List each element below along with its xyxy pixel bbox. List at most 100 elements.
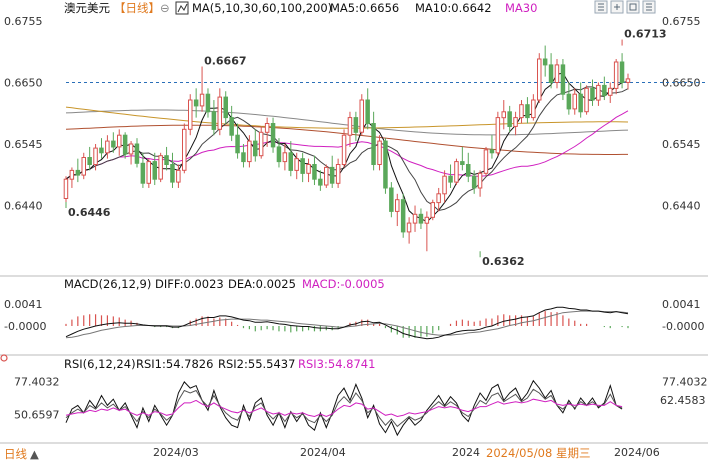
candle-body bbox=[87, 157, 92, 165]
candle-body bbox=[418, 213, 424, 224]
candle-body bbox=[134, 143, 140, 164]
toolbar bbox=[594, 0, 656, 14]
candle-body bbox=[105, 140, 110, 154]
candle-body bbox=[359, 99, 364, 133]
candle-body bbox=[483, 149, 489, 174]
candle-body bbox=[383, 140, 388, 189]
candle-body bbox=[371, 123, 376, 165]
candle-body bbox=[341, 134, 347, 165]
candle-body bbox=[99, 147, 104, 154]
candle-body bbox=[412, 213, 418, 224]
ma5-value: MA5:0.6656 bbox=[330, 1, 399, 15]
rsi2-value: RSI2:55.5437 bbox=[218, 357, 295, 371]
candle-body bbox=[223, 96, 228, 119]
rsi-last-value: 62.4583 bbox=[660, 394, 706, 407]
candle-body bbox=[241, 152, 246, 163]
macd-dea: DEA:0.0025 bbox=[228, 277, 296, 291]
candle-body bbox=[519, 104, 524, 119]
rsi-panel: 77.4032 50.6597 77.4032 62.4583 bbox=[14, 375, 708, 437]
macd-tick-left: -0.0000 bbox=[4, 320, 46, 333]
dea-line bbox=[65, 310, 629, 339]
footer-arrow-icon[interactable]: ▲ bbox=[30, 447, 39, 461]
candle-body bbox=[613, 61, 619, 89]
candle-body bbox=[318, 178, 323, 186]
rsi-line-rsi3 bbox=[65, 398, 623, 418]
candle-body bbox=[152, 161, 157, 180]
layout-icon-glyph bbox=[629, 3, 637, 11]
ma200-line bbox=[65, 109, 629, 136]
ma-params-label: MA(5,10,30,60,100,200) bbox=[192, 1, 332, 15]
rsi-line-rsi1 bbox=[65, 379, 623, 437]
macd-panel: 0.0041 0.0041 -0.0000 -0.0000 bbox=[4, 298, 704, 340]
candle-body bbox=[442, 175, 447, 195]
candle-body bbox=[395, 199, 400, 212]
ma10-line bbox=[65, 86, 629, 212]
candle-body bbox=[365, 99, 370, 124]
crosshair-date-box bbox=[484, 445, 612, 460]
candle-body bbox=[477, 172, 483, 189]
candle-body bbox=[377, 140, 382, 166]
settings-icon[interactable]: ⊖ bbox=[160, 1, 170, 15]
diff-line bbox=[65, 306, 629, 340]
footer-period[interactable]: 日线 bbox=[4, 447, 27, 461]
candle-body bbox=[312, 164, 317, 180]
menu-icon-glyph bbox=[646, 3, 652, 11]
indicator-icon[interactable] bbox=[175, 1, 189, 15]
layout-icon[interactable] bbox=[626, 0, 640, 14]
annotation-label: 0.6667 bbox=[204, 55, 246, 68]
candle-body bbox=[406, 222, 412, 233]
candle-body bbox=[69, 169, 75, 180]
macd-diff: DIFF:0.0023 bbox=[155, 277, 224, 291]
macd-tick-right: -0.0000 bbox=[662, 320, 704, 333]
candle-body bbox=[448, 175, 453, 183]
x-tick-label: 2024/04 bbox=[300, 446, 346, 459]
candle-body bbox=[400, 199, 406, 233]
candle-body bbox=[471, 175, 477, 189]
price-tick-left: 0.6755 bbox=[4, 15, 43, 28]
candle-body bbox=[128, 143, 134, 155]
candle-body bbox=[578, 93, 583, 113]
candle-body bbox=[205, 93, 211, 113]
macd-tick-left: 0.0041 bbox=[4, 298, 43, 311]
candle-body bbox=[537, 58, 542, 101]
candle-body bbox=[590, 87, 595, 101]
candle-body bbox=[164, 155, 169, 165]
candle-body bbox=[199, 93, 205, 107]
rsi-title: RSI(6,12,24) bbox=[64, 357, 136, 371]
candle-body bbox=[329, 166, 335, 184]
candle-body bbox=[347, 117, 353, 136]
ma100-line bbox=[65, 106, 629, 129]
ma30-label: MA30 bbox=[505, 1, 537, 15]
annotation-label: 0.6446 bbox=[68, 206, 111, 219]
price-tick-right: 0.6755 bbox=[662, 15, 701, 28]
candle-body bbox=[460, 161, 465, 166]
candle-body bbox=[282, 152, 288, 163]
candle-body bbox=[75, 169, 81, 176]
candle-body bbox=[619, 61, 625, 83]
candle-body bbox=[81, 157, 86, 176]
macd-value: MACD:-0.0005 bbox=[302, 277, 385, 291]
period-label[interactable]: 【日线】 bbox=[114, 1, 160, 15]
candle-body bbox=[300, 158, 305, 174]
candle-body bbox=[335, 164, 341, 184]
candle-body bbox=[625, 78, 631, 83]
candle-body bbox=[324, 166, 329, 186]
price-tick-left: 0.6545 bbox=[4, 138, 43, 151]
candle-body bbox=[217, 96, 222, 130]
candle-body bbox=[454, 161, 459, 183]
annotation-label: 0.6713 bbox=[624, 28, 666, 41]
symbol-label: 澳元美元 bbox=[64, 1, 110, 15]
candle-body bbox=[93, 147, 98, 166]
price-tick-left: 0.6650 bbox=[4, 76, 43, 89]
candle-body bbox=[608, 87, 613, 96]
candle-body bbox=[276, 146, 282, 163]
price-tick-right: 0.6545 bbox=[662, 138, 701, 151]
candle-body bbox=[554, 64, 560, 84]
candle-body bbox=[253, 140, 258, 157]
candle-body bbox=[288, 152, 293, 171]
candle-body bbox=[389, 187, 394, 212]
candle-body bbox=[501, 111, 506, 119]
candle-body bbox=[211, 111, 217, 130]
grid-icon-glyph bbox=[598, 3, 604, 11]
